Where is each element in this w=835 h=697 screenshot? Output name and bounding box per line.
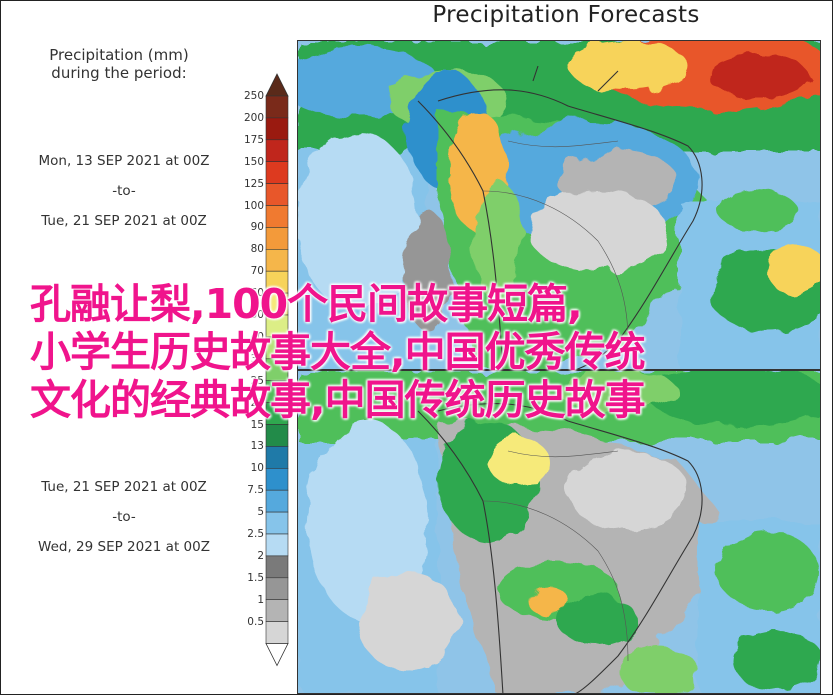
scale-tick-label: 30: [250, 352, 264, 365]
scale-tick-label: 10: [250, 462, 264, 475]
scale-swatch: [265, 577, 289, 600]
map-week1: [298, 41, 820, 369]
scale-swatch: [265, 599, 289, 622]
scale-swatch: [265, 621, 289, 644]
legend-title-line1: Precipitation (mm): [49, 46, 189, 64]
period-2-start: Tue, 21 SEP 2021 at 00Z: [41, 479, 207, 495]
map-week2: [298, 371, 820, 693]
coastlines: [417, 403, 703, 693]
scale-swatch: [265, 249, 289, 272]
overlay-line-1: 孔融让梨,100个民间故事短篇,: [30, 280, 583, 328]
period-2-sep: -to-: [112, 509, 136, 525]
color-scale-bar: [265, 73, 289, 667]
scale-tick-label: 50: [250, 309, 264, 321]
scale-tick-label: 5: [257, 506, 264, 519]
overlay-line-2: 小学生历史故事大全,中国优秀传统: [30, 328, 646, 376]
scale-tick-label: 0.5: [247, 615, 264, 628]
legend-title-line2: during the period:: [51, 64, 187, 82]
watermark-overlay-text: 孔融让梨,100个民间故事短篇, 小学生历史故事大全,中国优秀传统 文化的经典故…: [30, 280, 830, 424]
scale-tick-label: 125: [243, 177, 264, 190]
scale-swatch: [265, 555, 289, 579]
overlay-line-3: 文化的经典故事,中国传统历史故事: [30, 376, 646, 424]
scale-tick-label: 1: [257, 593, 264, 606]
scale-tick-label: 250: [243, 90, 264, 102]
scale-swatch: [265, 95, 289, 119]
scale-tick-label: 13: [250, 440, 264, 453]
map-panel-week1: [297, 40, 821, 370]
period-1-label: Mon, 13 SEP 2021 at 00Z -to- Tue, 21 SEP…: [6, 146, 242, 236]
legend-title: Precipitation (mm) during the period:: [14, 46, 224, 82]
scale-swatch: [265, 205, 289, 228]
coastlines: [417, 65, 703, 369]
scale-tick-label: 100: [243, 199, 264, 212]
scale-swatch: [265, 117, 289, 141]
scale-tick-label: 175: [243, 133, 264, 146]
scale-tick-label: 7.5: [247, 484, 264, 497]
period-1-sep: -to-: [112, 183, 136, 199]
borders: [482, 140, 629, 342]
scale-tick-label: 25: [250, 374, 264, 387]
scale-swatch: [265, 489, 289, 513]
scale-tick-label: 200: [243, 111, 264, 124]
scale-tick-label: 20: [250, 396, 264, 409]
scale-swatch: [265, 511, 289, 535]
scale-tick-label: 70: [250, 265, 264, 278]
borders: [482, 450, 629, 662]
scale-bottom-arrow: [265, 643, 289, 667]
scale-tick-label: 150: [243, 155, 264, 168]
period-1-start: Mon, 13 SEP 2021 at 00Z: [38, 153, 210, 169]
period-2-label: Tue, 21 SEP 2021 at 00Z -to- Wed, 29 SEP…: [6, 472, 242, 562]
scale-tick-label: 2.5: [247, 528, 264, 540]
scale-swatch: [265, 467, 289, 491]
period-2-end: Wed, 29 SEP 2021 at 00Z: [38, 539, 210, 555]
precip-field: [298, 371, 820, 693]
scale-swatch: [265, 227, 289, 250]
scale-top-arrow: [265, 73, 289, 97]
scale-tick-label: 60: [250, 287, 264, 300]
scale-tick-label: 1.5: [247, 571, 264, 584]
scale-swatch: [265, 139, 289, 163]
scale-tick-label: 2: [257, 549, 264, 562]
scale-tick-label: 90: [250, 221, 264, 234]
scale-swatch: [265, 183, 289, 206]
scale-tick-label: 80: [250, 243, 264, 256]
scale-swatch: [265, 161, 289, 184]
chart-title: Precipitation Forecasts: [432, 2, 700, 28]
precip-field: [298, 41, 820, 369]
scale-swatch: [265, 533, 289, 557]
scale-tick-label: 40: [250, 330, 264, 343]
scale-swatch: [265, 424, 289, 447]
scale-tick-label: 15: [250, 418, 264, 431]
map-panel-week2: [297, 370, 821, 694]
scale-swatch: [265, 446, 289, 469]
period-1-end: Tue, 21 SEP 2021 at 00Z: [41, 213, 207, 229]
